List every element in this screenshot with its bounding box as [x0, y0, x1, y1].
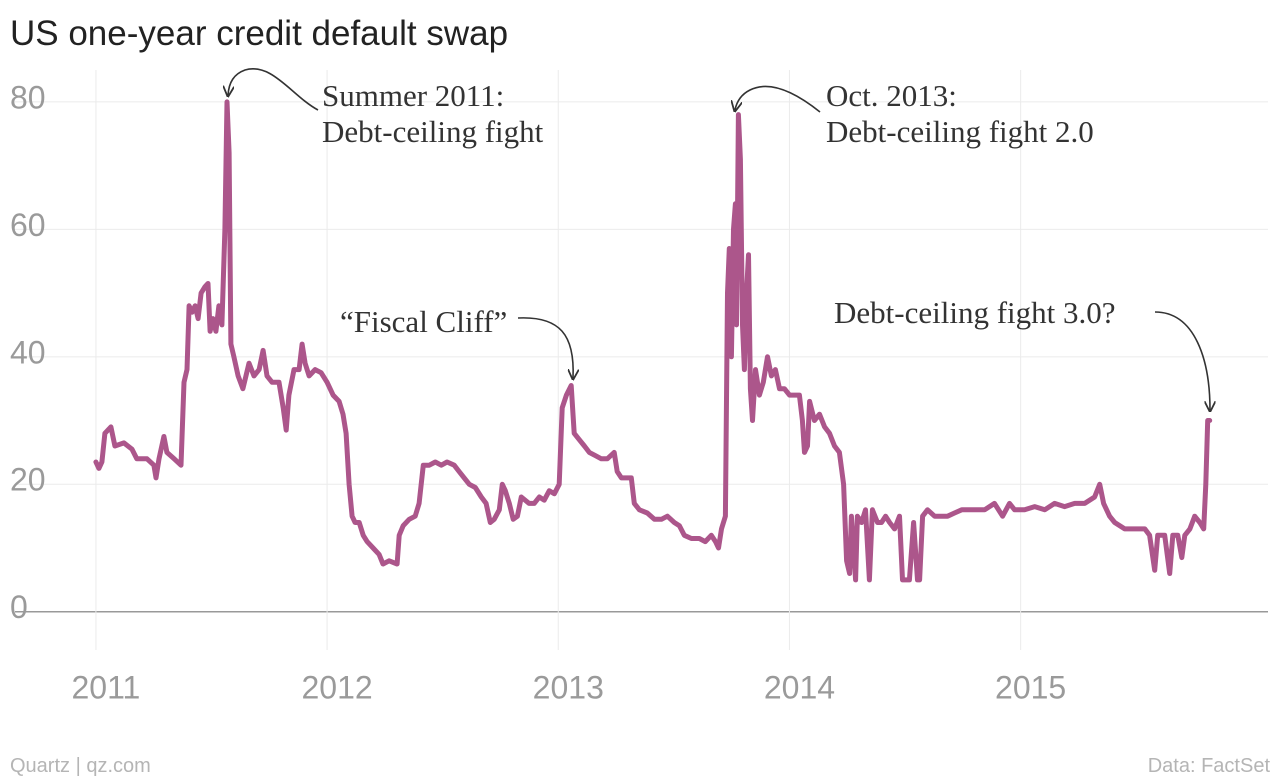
credit: Quartz | qz.com: [10, 755, 151, 777]
y-tick-label: 60: [10, 207, 46, 243]
annotation: Debt-ceiling fight 3.0?: [834, 295, 1116, 330]
annotation: Debt-ceiling fight 2.0: [826, 114, 1094, 149]
annotation: Oct. 2013:: [826, 78, 957, 113]
annotation: “Fiscal Cliff”: [340, 304, 507, 339]
y-tick-label: 0: [10, 589, 28, 625]
y-tick-label: 80: [10, 79, 46, 115]
annotation: Debt-ceiling fight: [322, 114, 544, 149]
annotation-arrow: [517, 317, 573, 378]
annotation: Summer 2011:: [322, 78, 504, 113]
plot: [93, 99, 1213, 583]
annotation-arrow: [735, 85, 821, 112]
y-tick-label: 40: [10, 334, 46, 370]
annotation-arrow: [228, 68, 319, 111]
y-tick-label: 20: [10, 462, 46, 498]
x-tick-label: 2013: [533, 669, 604, 705]
x-tick-label: 2012: [302, 669, 373, 705]
x-tick-label: 2015: [995, 669, 1066, 705]
chart-title: US one-year credit default swap: [10, 14, 508, 53]
annotations: Summer 2011: Debt-ceiling fight Oct. 201…: [228, 68, 1210, 410]
line: [93, 99, 1213, 583]
annotation-arrow: [1154, 311, 1210, 410]
grid: 0 20 40 60 80 2011 2012 2013 2014 2015: [10, 70, 1268, 705]
x-tick-label: 2011: [72, 669, 141, 705]
x-tick-label: 2014: [764, 669, 835, 705]
source: Data: FactSet: [1148, 755, 1271, 777]
